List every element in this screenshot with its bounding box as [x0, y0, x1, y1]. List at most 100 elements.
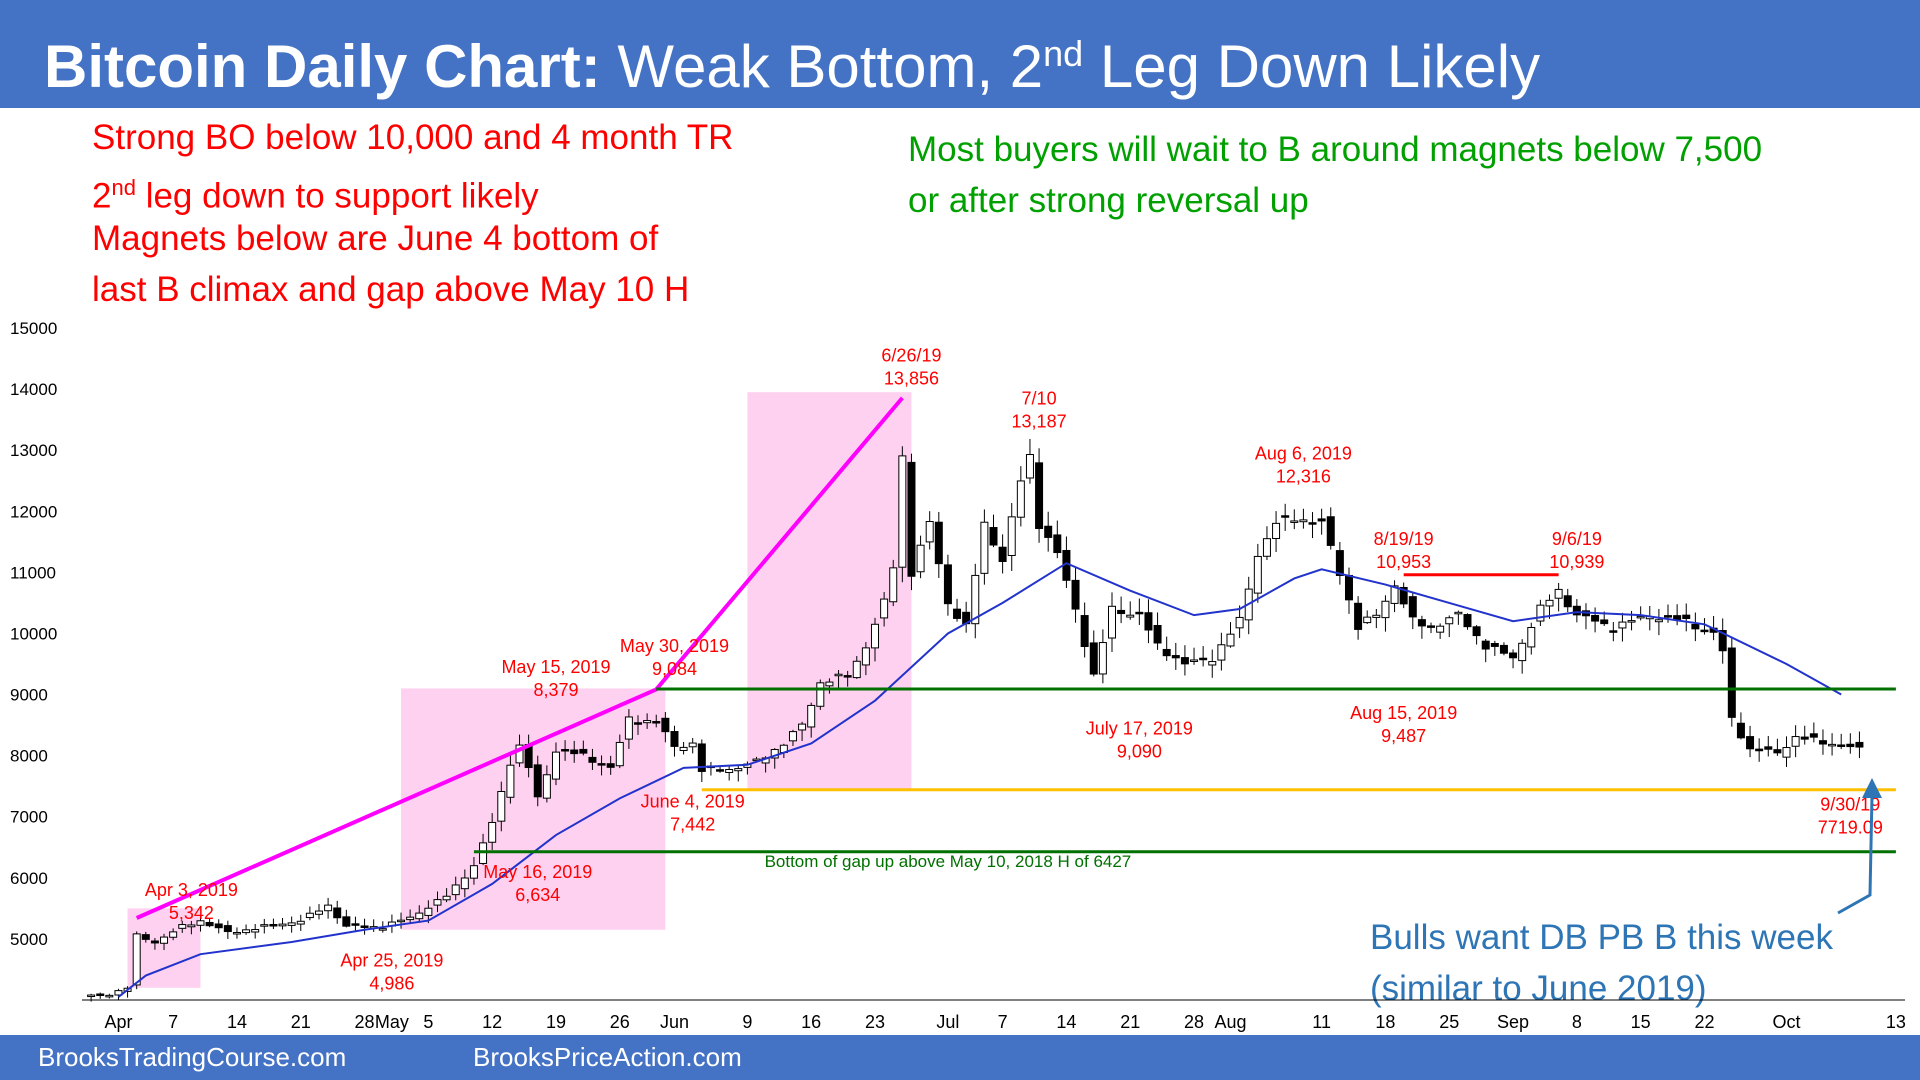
candle — [1089, 630, 1098, 677]
x-tick-8: 19 — [546, 1012, 566, 1032]
candle — [1117, 596, 1126, 624]
price-label-6-0: 6/26/19 — [881, 346, 941, 366]
candle — [1098, 629, 1107, 684]
candle-body — [196, 920, 205, 926]
candle — [1490, 640, 1499, 656]
price-label-12-0: 9/6/19 — [1552, 529, 1602, 549]
candle-body — [169, 931, 178, 938]
candle — [415, 905, 424, 923]
highlight-box-2 — [747, 392, 912, 790]
candle-body — [1490, 643, 1499, 647]
candle — [287, 916, 296, 933]
candle — [169, 928, 178, 941]
candle — [1445, 615, 1454, 638]
candle — [1007, 502, 1016, 571]
candle-body — [1718, 630, 1727, 652]
price-label-8-0: July 17, 2019 — [1086, 718, 1193, 738]
candle-body — [1408, 596, 1417, 618]
candle-body — [1782, 747, 1791, 758]
candle — [1618, 612, 1627, 642]
candle — [1554, 582, 1563, 612]
candle — [1818, 729, 1827, 755]
price-label-2-1: 6,634 — [515, 885, 560, 905]
candle — [488, 813, 497, 851]
candle — [342, 909, 351, 928]
candle-body — [1217, 644, 1226, 661]
candle-body — [606, 763, 615, 768]
candle-body — [861, 647, 870, 666]
x-tick-17: 21 — [1120, 1012, 1140, 1032]
candle-body — [442, 895, 451, 901]
header-bar: Bitcoin Daily Chart: Weak Bottom, 2nd Le… — [0, 0, 1920, 108]
blue-arrow-head — [1862, 778, 1882, 798]
candle — [351, 916, 360, 932]
x-tick-6: 5 — [423, 1012, 433, 1032]
candle — [1381, 595, 1390, 632]
candle — [1691, 612, 1700, 642]
candle — [1436, 623, 1445, 639]
candle-body — [725, 768, 734, 774]
candle — [178, 920, 187, 933]
candle — [971, 563, 980, 639]
candle — [333, 900, 342, 924]
candle — [871, 617, 880, 662]
candle-body — [105, 994, 114, 998]
candle — [1399, 582, 1408, 609]
candle-body — [1335, 550, 1344, 576]
candle-body — [1800, 736, 1809, 740]
candle — [1527, 622, 1536, 655]
candle — [506, 754, 515, 804]
candle-body — [1144, 612, 1153, 631]
candle-body — [469, 865, 478, 879]
candle-body — [424, 907, 433, 916]
ema-line — [117, 562, 1842, 998]
candle-body — [1171, 655, 1180, 659]
x-tick-26: 22 — [1694, 1012, 1714, 1032]
candle — [624, 709, 633, 749]
candle-body — [1436, 625, 1445, 633]
price-label-12-1: 10,939 — [1549, 552, 1604, 572]
y-tick-6000: 6000 — [10, 869, 48, 888]
footer-left-link[interactable]: BrooksTradingCourse.com — [38, 1042, 347, 1072]
candle — [1025, 438, 1034, 484]
candle-body — [1727, 647, 1736, 718]
candle — [397, 912, 406, 929]
candle-body — [1399, 586, 1408, 605]
candle-body — [242, 929, 251, 934]
red-note-line-2-sup: nd — [111, 175, 136, 200]
candle-body — [734, 768, 743, 772]
candle — [1408, 592, 1417, 630]
candle — [880, 591, 889, 627]
candle — [934, 511, 943, 578]
candle-body — [251, 929, 260, 933]
candle — [1746, 725, 1755, 758]
x-tick-3: 21 — [291, 1012, 311, 1032]
candle-body — [1226, 633, 1235, 647]
candle-body — [1126, 614, 1135, 618]
candle-body — [1736, 722, 1745, 739]
price-label-0-1: 5,342 — [169, 903, 214, 923]
candle-body — [1627, 620, 1636, 623]
candle — [1071, 566, 1080, 623]
candle — [324, 897, 333, 919]
candle-body — [834, 673, 843, 677]
candle — [1481, 638, 1490, 663]
candle — [597, 755, 606, 776]
candle-body — [570, 749, 579, 755]
candle-body — [1554, 588, 1563, 599]
candle-body — [688, 742, 697, 748]
candle — [788, 729, 797, 747]
candle — [1828, 733, 1837, 756]
candle — [1290, 509, 1299, 530]
candle — [570, 740, 579, 763]
candle — [150, 938, 159, 950]
y-tick-8000: 8000 — [10, 747, 48, 766]
candle-body — [533, 764, 542, 798]
footer-right-link[interactable]: BrooksPriceAction.com — [473, 1042, 742, 1072]
candle-body — [269, 924, 278, 927]
candle-body — [1262, 538, 1271, 557]
candle-body — [1636, 615, 1645, 619]
candle-body — [1445, 617, 1454, 625]
y-tick-14000: 14000 — [10, 380, 57, 399]
candle — [296, 914, 305, 931]
